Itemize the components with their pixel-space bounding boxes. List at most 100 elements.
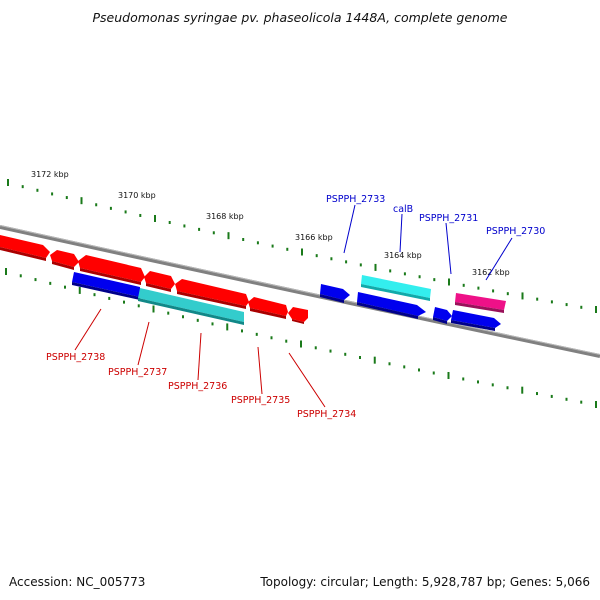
pseudo-gene-magenta[interactable]	[455, 293, 506, 313]
gene-arrow-reverse-blue[interactable]	[72, 272, 140, 300]
minor-tick	[270, 336, 273, 340]
gene-arrow-forward[interactable]	[433, 307, 452, 324]
minor-tick	[182, 315, 184, 319]
minor-tick	[167, 311, 170, 315]
minor-tick	[95, 203, 98, 207]
minor-tick	[580, 400, 583, 404]
minor-tick	[242, 238, 245, 242]
minor-tick	[64, 285, 66, 289]
minor-tick	[565, 303, 568, 307]
minor-tick	[314, 346, 317, 350]
minor-tick	[168, 220, 171, 224]
scale-label-3172: 3172 kbp	[31, 170, 69, 179]
minor-tick	[211, 322, 214, 326]
gene-arrow-reverse[interactable]	[50, 250, 79, 270]
major-tick	[595, 401, 597, 408]
minor-tick	[550, 300, 553, 304]
gene-label-pspph-2734[interactable]: PSPPH_2734	[297, 409, 356, 420]
gene-arrow-reverse[interactable]	[175, 279, 249, 309]
minor-tick	[315, 254, 318, 258]
gene-arrow-reverse[interactable]	[0, 235, 50, 261]
minor-tick	[433, 278, 436, 282]
scale-label-3170: 3170 kbp	[118, 191, 156, 200]
minor-tick	[19, 274, 22, 278]
minor-tick	[108, 296, 111, 300]
minor-tick	[359, 263, 362, 267]
gene-label-pspph-2733[interactable]: PSPPH_2733	[326, 194, 385, 205]
major-tick	[152, 305, 155, 313]
gene-arrow-reverse[interactable]	[78, 255, 145, 285]
minor-tick	[196, 318, 199, 322]
major-tick	[521, 386, 524, 394]
gene-label-calb[interactable]: calB	[393, 204, 413, 215]
minor-tick	[212, 231, 215, 235]
gene-label-pspph-2735[interactable]: PSPPH_2735	[231, 395, 290, 406]
minor-tick	[49, 281, 52, 285]
gene-label-pspph-2737[interactable]: PSPPH_2737	[108, 367, 167, 378]
minor-tick	[198, 227, 201, 231]
major-tick	[373, 356, 376, 364]
genome-title: Pseudomonas syringae pv. phaseolicola 14…	[92, 10, 508, 25]
gene-arrow-reverse[interactable]	[248, 297, 288, 319]
major-tick	[300, 340, 302, 348]
minor-tick	[271, 244, 274, 248]
minor-tick	[418, 275, 421, 279]
minor-tick	[286, 247, 289, 251]
minor-tick	[477, 286, 480, 290]
minor-tick	[580, 305, 583, 309]
gene-arrow-forward[interactable]	[357, 292, 426, 319]
minor-tick	[359, 356, 361, 360]
gene-label-pspph-2730[interactable]: PSPPH_2730	[486, 226, 545, 237]
minor-tick	[388, 362, 391, 366]
gene-arrow-forward[interactable]	[451, 310, 501, 331]
scale-label-3166: 3166 kbp	[295, 233, 333, 242]
minor-tick	[432, 371, 435, 375]
major-tick	[5, 268, 7, 275]
minor-tick	[477, 380, 479, 384]
major-tick	[227, 232, 230, 240]
gene-arrow-reverse[interactable]	[288, 307, 308, 324]
minor-tick	[492, 289, 495, 293]
minor-tick	[403, 272, 406, 276]
reverse-leader-lines	[74, 308, 326, 408]
accession-text: Accession: NC_005773	[9, 575, 146, 589]
gene-arrow-reverse[interactable]	[144, 271, 175, 292]
genome-summary-text: Topology: circular; Length: 5,928,787 bp…	[260, 575, 590, 589]
rna-arrow-reverse-teal[interactable]	[138, 288, 244, 325]
gene-label-pspph-2736[interactable]: PSPPH_2736	[168, 381, 227, 392]
minor-tick	[36, 188, 39, 192]
minor-tick	[255, 332, 258, 336]
minor-tick	[285, 339, 288, 343]
gene-arrow-forward[interactable]	[320, 284, 350, 303]
minor-tick	[124, 210, 127, 214]
major-tick	[226, 323, 229, 331]
minor-tick	[462, 377, 465, 381]
rna-arrow-forward-cyan[interactable]	[361, 275, 431, 301]
minor-tick	[491, 383, 494, 387]
major-tick	[301, 248, 303, 256]
major-tick	[80, 197, 83, 205]
minor-tick	[65, 196, 68, 200]
reverse-genes	[0, 235, 308, 324]
minor-tick	[241, 329, 243, 333]
minor-tick	[21, 185, 24, 189]
major-tick	[521, 292, 524, 300]
major-tick	[7, 179, 9, 186]
minor-tick	[344, 352, 347, 356]
minor-tick	[536, 297, 539, 301]
gene-label-pspph-2738[interactable]: PSPPH_2738	[46, 352, 105, 363]
minor-tick	[418, 368, 420, 372]
scale-label-3168: 3168 kbp	[206, 212, 244, 221]
major-tick	[374, 263, 377, 271]
minor-tick	[565, 397, 568, 401]
major-tick	[447, 371, 450, 379]
genome-backbone-highlight	[0, 225, 600, 355]
minor-tick	[139, 213, 142, 217]
minor-tick	[506, 386, 509, 390]
scale-ticks-inner	[5, 268, 597, 408]
gene-label-pspph-2731[interactable]: PSPPH_2731	[419, 213, 478, 224]
minor-tick	[93, 293, 96, 297]
minor-tick	[506, 292, 509, 296]
minor-tick	[536, 392, 538, 396]
